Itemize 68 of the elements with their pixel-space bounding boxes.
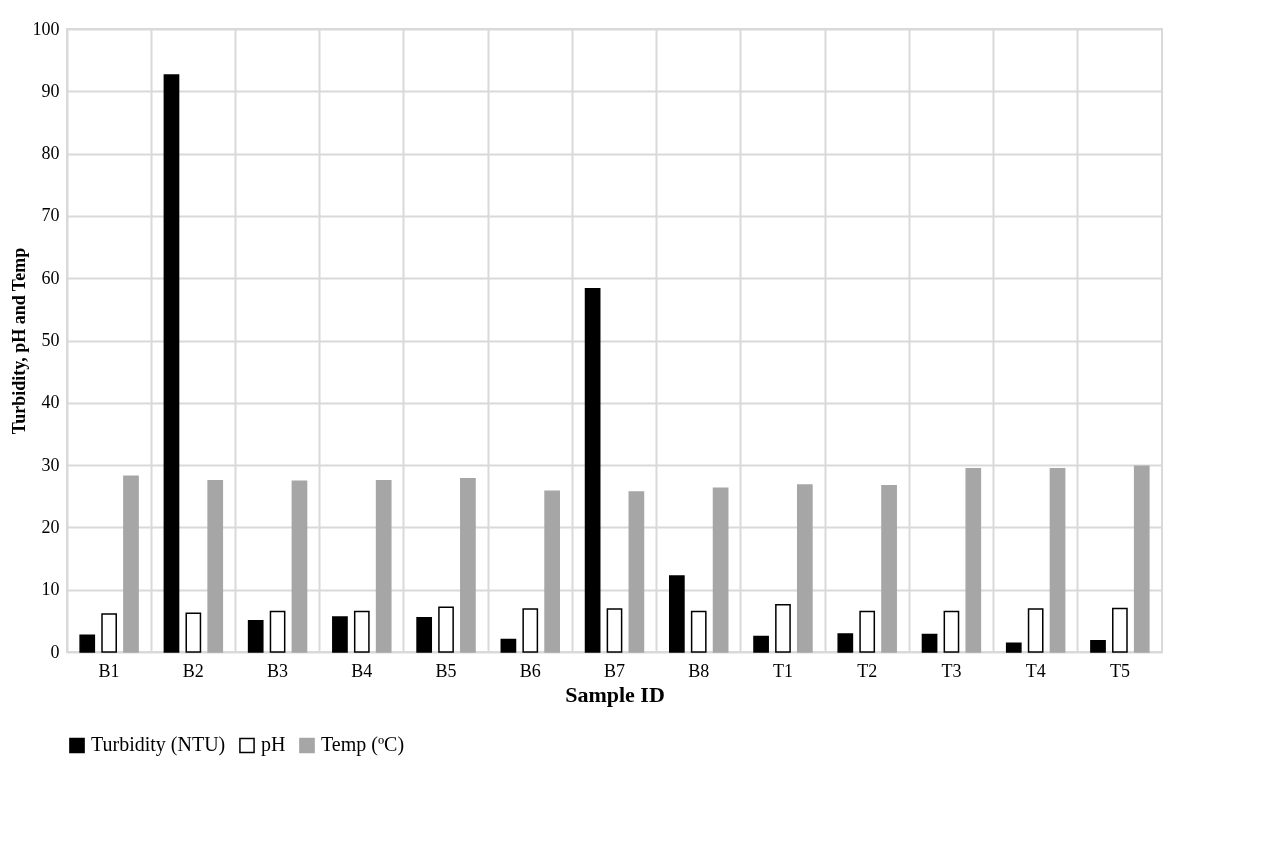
x-tick-label: B2 bbox=[182, 660, 204, 681]
x-tick-label: T2 bbox=[857, 660, 878, 681]
bar bbox=[79, 634, 96, 653]
bar bbox=[712, 487, 729, 653]
bar bbox=[921, 633, 938, 653]
bar bbox=[269, 610, 286, 653]
bar bbox=[460, 478, 476, 653]
bar bbox=[353, 610, 370, 653]
x-tick-label: B1 bbox=[98, 660, 120, 681]
x-tick-label: B3 bbox=[267, 660, 289, 681]
bar bbox=[796, 484, 813, 653]
bar bbox=[247, 620, 264, 653]
bar bbox=[753, 635, 769, 653]
x-tick-label: B4 bbox=[351, 660, 373, 681]
x-tick-label: T5 bbox=[1109, 660, 1130, 681]
legend-label: Temp (ºC) bbox=[321, 733, 405, 757]
bar bbox=[775, 603, 791, 653]
bar bbox=[185, 612, 202, 653]
x-tick-label: T1 bbox=[772, 660, 793, 681]
bar bbox=[500, 638, 517, 653]
bar bbox=[584, 288, 601, 653]
bar bbox=[291, 480, 308, 653]
bar bbox=[668, 575, 685, 653]
y-tick-label: 40 bbox=[41, 392, 60, 413]
bar bbox=[416, 616, 433, 653]
bar bbox=[375, 479, 392, 653]
legend-label: pH bbox=[261, 733, 286, 757]
x-tick-label: B7 bbox=[603, 660, 626, 681]
bar bbox=[1133, 465, 1150, 653]
bar bbox=[332, 616, 348, 653]
bar bbox=[1049, 468, 1066, 653]
bar bbox=[1090, 640, 1106, 653]
bar bbox=[690, 610, 707, 653]
y-tick-label: 70 bbox=[41, 205, 60, 226]
bar bbox=[859, 610, 876, 653]
bar bbox=[163, 74, 180, 653]
x-tick-label: T4 bbox=[1025, 660, 1046, 681]
x-tick-label: B5 bbox=[435, 660, 457, 681]
y-tick-label: 50 bbox=[41, 330, 60, 350]
y-tick-label: 0 bbox=[50, 641, 60, 662]
bar bbox=[606, 608, 623, 653]
y-tick-label: 80 bbox=[41, 143, 60, 164]
bar bbox=[207, 479, 224, 653]
bar bbox=[544, 490, 561, 653]
bar bbox=[1027, 608, 1044, 653]
bar bbox=[1112, 607, 1128, 653]
bar bbox=[943, 610, 960, 653]
x-tick-label: B6 bbox=[519, 660, 541, 681]
bar bbox=[522, 608, 539, 653]
bar bbox=[1005, 642, 1022, 653]
legend-label: Turbidity (NTU) bbox=[91, 733, 226, 757]
x-tick-label: T3 bbox=[941, 660, 962, 681]
y-tick-label: 100 bbox=[32, 18, 60, 39]
y-tick-label: 30 bbox=[41, 454, 60, 475]
bar bbox=[101, 613, 117, 653]
y-tick-label: 20 bbox=[41, 516, 60, 537]
y-tick-label: 60 bbox=[41, 267, 60, 288]
x-axis-title: Sample ID bbox=[565, 681, 665, 707]
bar bbox=[123, 475, 139, 653]
bar bbox=[438, 606, 454, 653]
bar bbox=[837, 633, 854, 653]
y-tick-label: 10 bbox=[41, 579, 60, 600]
bar bbox=[881, 484, 897, 653]
y-tick-label: 90 bbox=[41, 80, 60, 101]
x-tick-label: B8 bbox=[688, 660, 710, 681]
bar bbox=[965, 468, 982, 653]
bar bbox=[628, 491, 645, 653]
y-axis-title: Turbidity, pH and Temp bbox=[8, 247, 29, 435]
